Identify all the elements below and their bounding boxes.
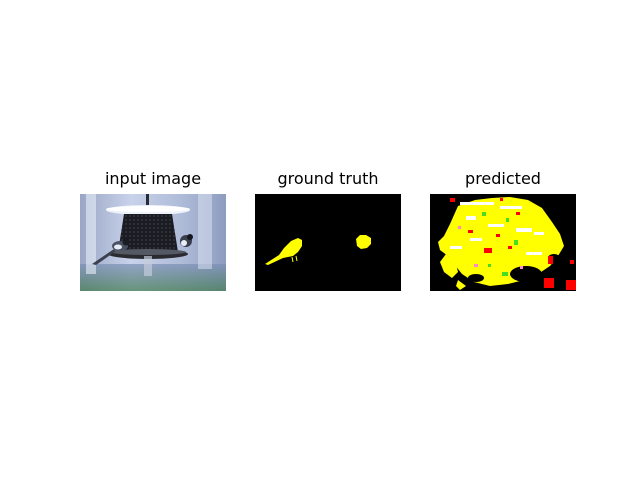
bird-mask-left [265,238,302,265]
predicted-mask [430,194,576,291]
predicted-panel [430,194,576,291]
predicted-title: predicted [465,169,541,188]
input-image-panel [80,194,226,291]
ground-truth-panel [255,194,401,291]
bird-feeder-photo [80,194,226,291]
ground-truth-title: ground truth [277,169,379,188]
ground-truth-mask [255,194,401,291]
input-image-title: input image [104,169,202,188]
bird-mask-right [356,235,371,249]
